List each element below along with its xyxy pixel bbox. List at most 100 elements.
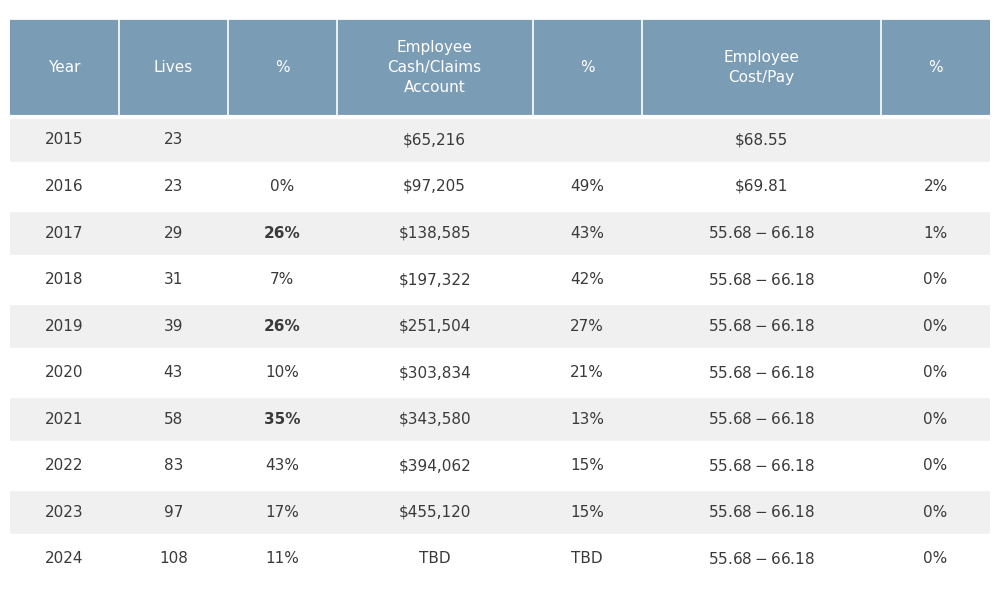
Text: 0%: 0%	[923, 272, 948, 287]
Text: $65,216: $65,216	[403, 133, 466, 148]
Bar	[228, 442, 337, 489]
Bar	[10, 489, 119, 535]
Text: 2%: 2%	[923, 179, 948, 194]
Text: 35%: 35%	[264, 412, 300, 427]
Text: 83: 83	[164, 458, 183, 473]
Text: 2019: 2019	[45, 319, 84, 334]
Text: 0%: 0%	[923, 458, 948, 473]
Bar	[337, 349, 533, 396]
Bar	[533, 256, 642, 303]
Text: 2023: 2023	[45, 505, 84, 520]
Text: $55.68 - $66.18: $55.68 - $66.18	[708, 504, 815, 520]
Bar	[119, 349, 228, 396]
Text: $68.55: $68.55	[735, 133, 788, 148]
Text: TBD: TBD	[419, 551, 450, 566]
Text: 1%: 1%	[923, 226, 948, 241]
Text: $55.68 - $66.18: $55.68 - $66.18	[708, 272, 815, 287]
Bar	[228, 210, 337, 256]
Text: $303,834: $303,834	[398, 365, 471, 380]
Text: Year: Year	[48, 60, 81, 75]
Text: $55.68 - $66.18: $55.68 - $66.18	[708, 551, 815, 567]
Bar	[337, 116, 533, 163]
Bar	[881, 256, 990, 303]
Text: 27%: 27%	[570, 319, 604, 334]
Bar	[337, 396, 533, 442]
Bar	[881, 116, 990, 163]
Bar	[119, 535, 228, 582]
Bar	[228, 396, 337, 442]
Bar	[642, 18, 881, 116]
Text: 2021: 2021	[45, 412, 84, 427]
Text: TBD: TBD	[571, 551, 603, 566]
Text: 2015: 2015	[45, 133, 84, 148]
Text: %: %	[275, 60, 290, 75]
Bar	[337, 18, 533, 116]
Text: 11%: 11%	[265, 551, 299, 566]
Text: 21%: 21%	[570, 365, 604, 380]
Text: 26%: 26%	[264, 226, 301, 241]
Text: 23: 23	[164, 179, 183, 194]
Bar	[337, 489, 533, 535]
Bar	[119, 163, 228, 210]
Text: $97,205: $97,205	[403, 179, 466, 194]
Text: 49%: 49%	[570, 179, 604, 194]
Bar	[337, 535, 533, 582]
Text: $55.68 - $66.18: $55.68 - $66.18	[708, 365, 815, 380]
Bar	[10, 349, 119, 396]
Text: 97: 97	[164, 505, 183, 520]
Bar	[228, 163, 337, 210]
Bar	[119, 489, 228, 535]
Text: 10%: 10%	[265, 365, 299, 380]
Bar	[10, 303, 119, 349]
Text: 108: 108	[159, 551, 188, 566]
Bar	[533, 163, 642, 210]
Bar	[642, 163, 881, 210]
Bar	[881, 396, 990, 442]
Bar	[881, 210, 990, 256]
Text: 43%: 43%	[570, 226, 604, 241]
Text: 0%: 0%	[270, 179, 294, 194]
Text: $55.68 - $66.18: $55.68 - $66.18	[708, 318, 815, 334]
Text: 2016: 2016	[45, 179, 84, 194]
Bar	[337, 163, 533, 210]
Text: 31: 31	[164, 272, 183, 287]
Bar	[228, 256, 337, 303]
Text: 39: 39	[164, 319, 183, 334]
Text: 0%: 0%	[923, 412, 948, 427]
Bar	[881, 442, 990, 489]
Bar	[337, 442, 533, 489]
Text: $343,580: $343,580	[398, 412, 471, 427]
Bar	[10, 396, 119, 442]
Bar	[10, 163, 119, 210]
Text: 13%: 13%	[570, 412, 604, 427]
Text: 2017: 2017	[45, 226, 84, 241]
Text: $55.68 - $66.18: $55.68 - $66.18	[708, 458, 815, 473]
Text: 2022: 2022	[45, 458, 84, 473]
Bar	[228, 489, 337, 535]
Text: 43%: 43%	[265, 458, 299, 473]
Text: 0%: 0%	[923, 365, 948, 380]
Bar	[119, 210, 228, 256]
Bar	[228, 116, 337, 163]
Bar	[642, 489, 881, 535]
Text: 17%: 17%	[265, 505, 299, 520]
Bar	[119, 116, 228, 163]
Bar	[642, 116, 881, 163]
Bar	[533, 18, 642, 116]
Bar	[533, 535, 642, 582]
Bar	[533, 210, 642, 256]
Bar	[881, 303, 990, 349]
Text: $69.81: $69.81	[735, 179, 788, 194]
Text: $394,062: $394,062	[398, 458, 471, 473]
Text: 15%: 15%	[570, 458, 604, 473]
Bar	[642, 256, 881, 303]
Bar	[642, 535, 881, 582]
Text: 15%: 15%	[570, 505, 604, 520]
Bar	[642, 396, 881, 442]
Text: $251,504: $251,504	[398, 319, 471, 334]
Bar	[337, 256, 533, 303]
Text: %: %	[928, 60, 943, 75]
Bar	[119, 303, 228, 349]
Bar	[228, 303, 337, 349]
Text: 58: 58	[164, 412, 183, 427]
